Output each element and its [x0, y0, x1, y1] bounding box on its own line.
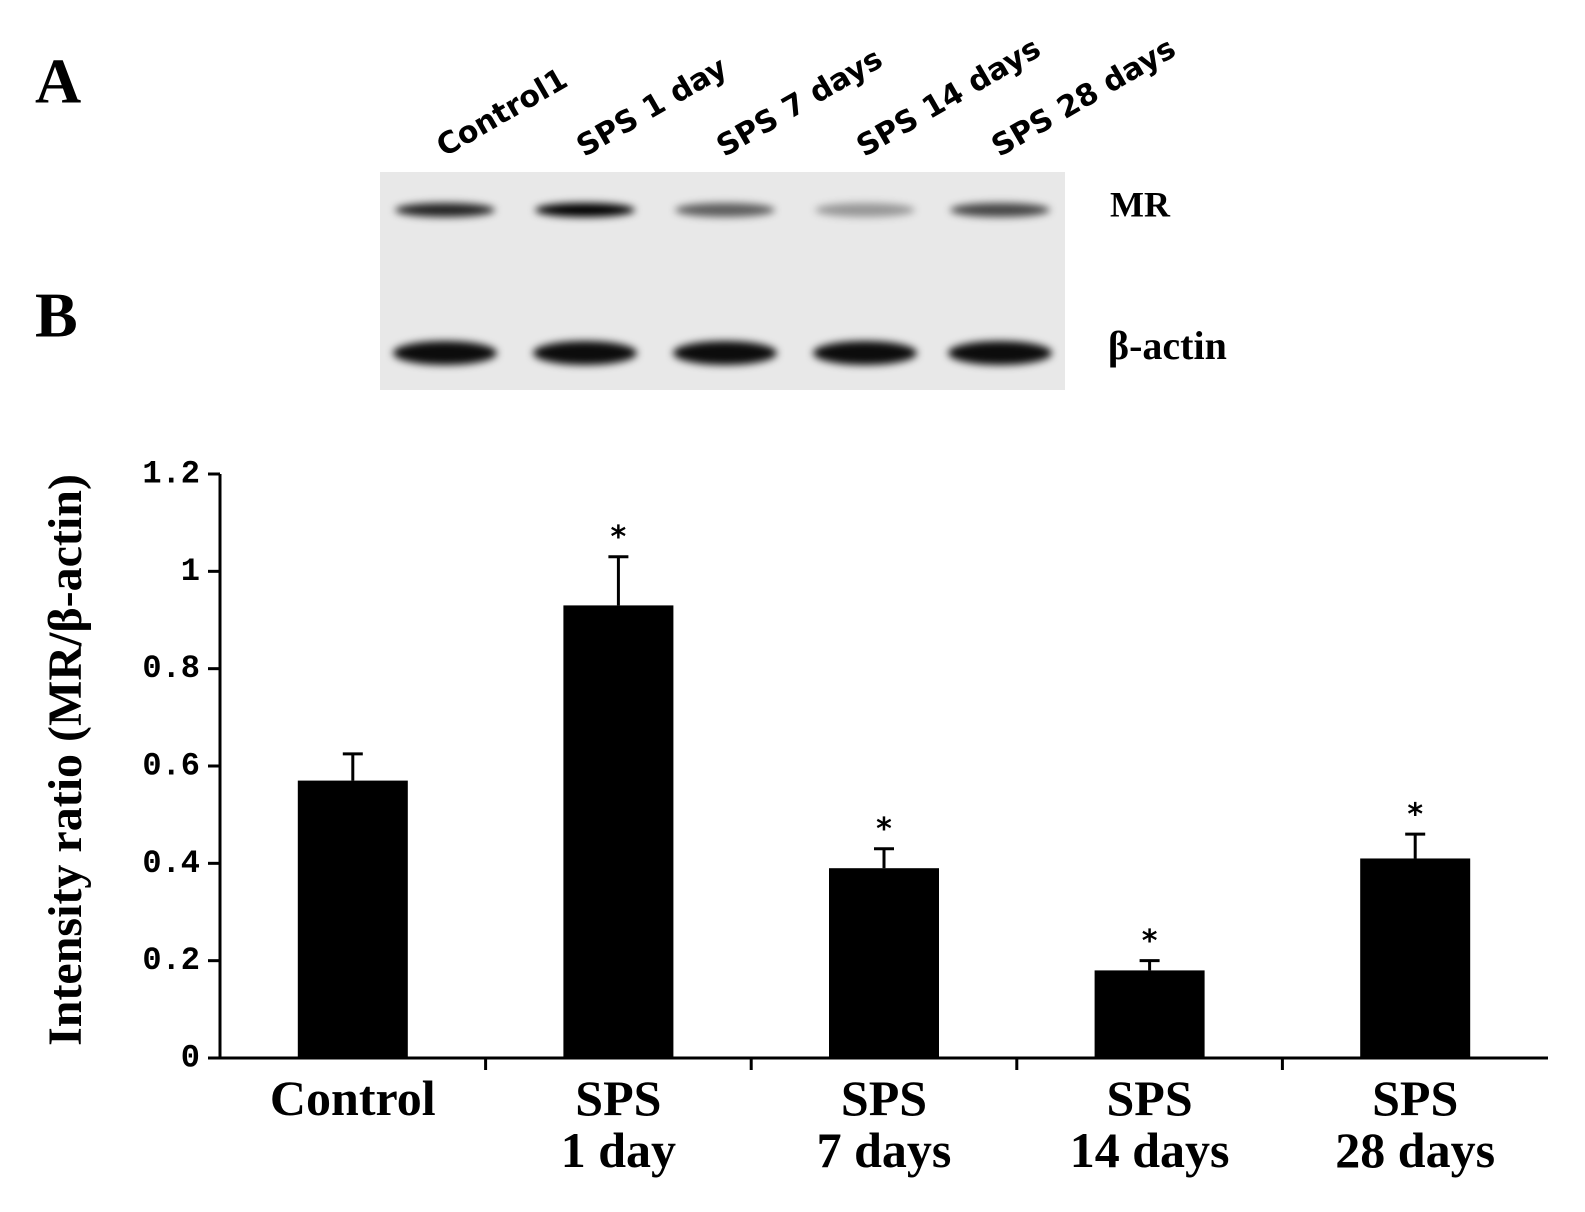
- panel-label: A: [35, 46, 81, 117]
- blot-band: [815, 203, 915, 217]
- bar: [563, 605, 674, 1058]
- band-label: MR: [1110, 184, 1171, 224]
- y-tick-label: 0.2: [142, 942, 200, 979]
- bar: [297, 780, 408, 1058]
- significance-mark: *: [1142, 924, 1158, 959]
- x-tick-label: SPS 1 day: [560, 1070, 677, 1178]
- y-tick-label: 0.8: [142, 650, 200, 687]
- panel-label: B: [35, 280, 78, 351]
- blot-band: [948, 341, 1052, 365]
- significance-mark: *: [876, 812, 892, 847]
- blot-band: [673, 341, 777, 365]
- x-tick-label: Control: [269, 1070, 436, 1126]
- y-axis-label: Intensity ratio (MR/β-actin): [39, 474, 92, 1046]
- blot-band: [533, 341, 637, 365]
- bar: [1094, 970, 1205, 1058]
- significance-mark: *: [611, 520, 627, 555]
- blot-band: [393, 341, 497, 365]
- lane-label: SPS 1 day: [571, 50, 734, 164]
- blot-band: [675, 203, 775, 217]
- x-tick-label: SPS 14 days: [1069, 1070, 1230, 1178]
- x-tick-label: SPS 7 days: [816, 1070, 952, 1178]
- x-tick-label: SPS 28 days: [1335, 1070, 1496, 1178]
- blot-band: [395, 203, 495, 217]
- lane-label: Control1: [431, 62, 574, 165]
- y-tick-label: 1: [181, 553, 200, 590]
- blot-band: [950, 203, 1050, 217]
- y-tick-label: 1.2: [142, 455, 200, 492]
- blot-band: [535, 203, 635, 217]
- band-label: β-actin: [1108, 323, 1227, 368]
- blot-band: [813, 341, 917, 365]
- y-tick-label: 0.6: [142, 747, 200, 784]
- y-tick-label: 0.4: [142, 845, 200, 882]
- bar: [829, 868, 939, 1058]
- significance-mark: *: [1407, 798, 1423, 833]
- y-tick-label: 0: [181, 1039, 200, 1076]
- bar: [1360, 858, 1471, 1058]
